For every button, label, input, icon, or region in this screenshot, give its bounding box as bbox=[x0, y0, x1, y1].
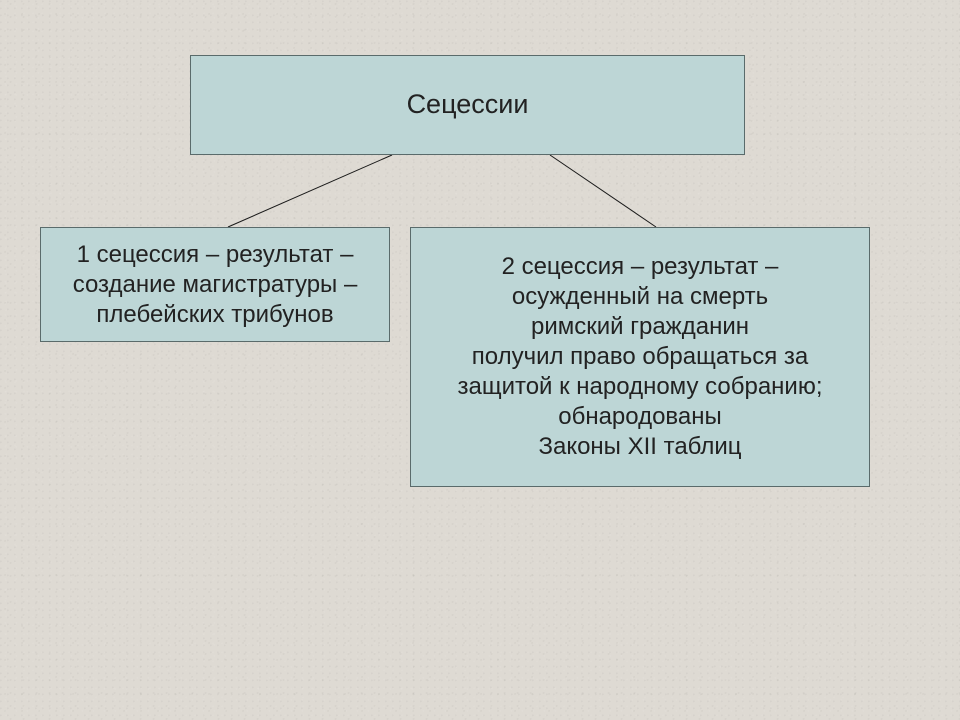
node-right: 2 сецессия – результат – осужденный на с… bbox=[410, 227, 870, 487]
node-root-label: Сецессии bbox=[407, 88, 529, 122]
node-left: 1 сецессия – результат – создание магист… bbox=[40, 227, 390, 342]
node-root: Сецессии bbox=[190, 55, 745, 155]
node-right-label: 2 сецессия – результат – осужденный на с… bbox=[457, 252, 822, 462]
node-left-label: 1 сецессия – результат – создание магист… bbox=[73, 240, 358, 330]
